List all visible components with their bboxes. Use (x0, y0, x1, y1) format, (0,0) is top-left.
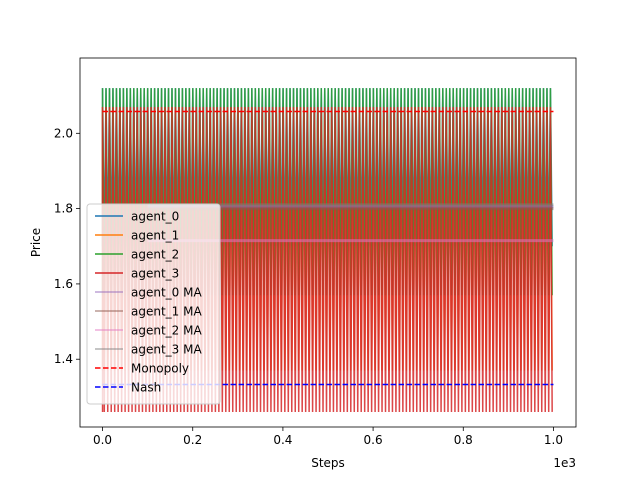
y-tick-label: 1.6 (54, 277, 73, 291)
legend-label-agent_1-ma: agent_1 MA (131, 305, 202, 319)
x-tick-label: 0.8 (454, 433, 473, 447)
y-tick-label: 1.4 (54, 352, 73, 366)
x-tick-label: 0.2 (183, 433, 202, 447)
legend-label-nash: Nash (131, 381, 161, 395)
axes-frame (79, 57, 577, 428)
x-axis-offset-label: 1e3 (553, 456, 576, 470)
legend-label-agent_3: agent_3 (131, 267, 179, 281)
y-tick-label: 2.0 (54, 126, 73, 140)
legend-label-monopoly: Monopoly (131, 362, 189, 376)
legend-label-agent_0: agent_0 (131, 210, 179, 224)
x-tick-label: 0.4 (273, 433, 292, 447)
legend-label-agent_2-ma: agent_2 MA (131, 324, 202, 338)
y-axis-label: Price (29, 228, 43, 257)
x-axis: 0.0 0.2 0.4 0.6 0.8 1.0 (93, 427, 563, 447)
legend-label-agent_3-ma: agent_3 MA (131, 343, 202, 357)
y-axis: 1.4 1.6 1.8 2.0 (54, 126, 80, 366)
legend-label-agent_1: agent_1 (131, 229, 179, 243)
x-tick-label: 0.0 (93, 433, 112, 447)
legend: agent_0 agent_1 agent_2 agent_3 agent_0 MA ag… (86, 203, 221, 405)
x-axis-label: Steps (311, 456, 345, 470)
legend-label-agent_2: agent_2 (131, 248, 179, 262)
y-tick-label: 1.8 (54, 202, 73, 216)
legend-label-agent_0-ma: agent_0 MA (131, 286, 202, 300)
x-tick-label: 1.0 (544, 433, 563, 447)
x-tick-label: 0.6 (364, 433, 383, 447)
